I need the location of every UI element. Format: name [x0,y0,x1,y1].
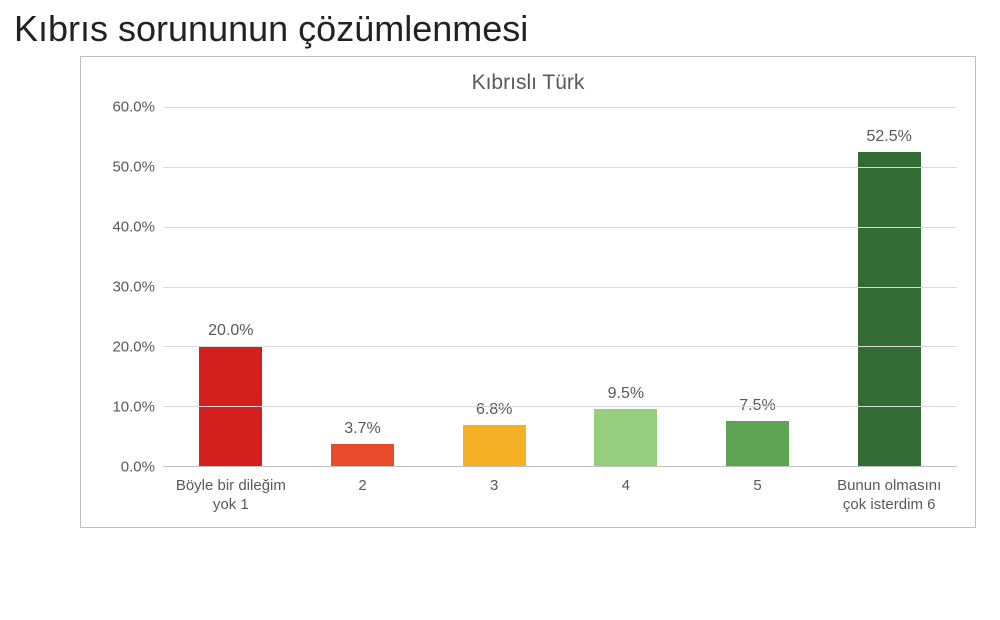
bar-value-label: 52.5% [819,128,959,146]
x-labels: Böyle bir dileğim yok 12345Bunun olmasın… [163,473,957,515]
plot-area: 20.0%3.7%6.8%9.5%7.5%52.5% [163,107,957,467]
x-axis-spacer [99,473,163,515]
gridline [163,167,957,168]
bar-value-label: 6.8% [424,401,564,419]
gridline [163,107,957,108]
y-tick: 0.0% [121,460,155,475]
chart-container: Kıbrıslı Türk 60.0%50.0%40.0%30.0%20.0%1… [80,56,976,528]
bar: 7.5% [726,421,789,466]
gridline [163,227,957,228]
y-tick: 40.0% [112,220,155,235]
y-tick: 60.0% [112,100,155,115]
x-category-label: 5 [692,473,824,515]
x-axis: Böyle bir dileğim yok 12345Bunun olmasın… [99,473,957,515]
y-tick: 10.0% [112,400,155,415]
bar-value-label: 3.7% [293,420,433,438]
bar-value-label: 20.0% [161,322,301,340]
gridline [163,287,957,288]
bar-value-label: 9.5% [556,385,696,403]
x-category-label: Böyle bir dileğim yok 1 [165,473,297,515]
plot-row: 60.0%50.0%40.0%30.0%20.0%10.0%0.0% 20.0%… [99,107,957,467]
gridline [163,406,957,407]
bar: 9.5% [594,409,657,466]
page-title: Kıbrıs sorununun çözümlenmesi [0,0,1000,56]
bar: 6.8% [463,425,526,466]
y-tick: 50.0% [112,160,155,175]
x-category-label: 2 [297,473,429,515]
y-axis: 60.0%50.0%40.0%30.0%20.0%10.0%0.0% [99,107,163,467]
y-tick: 20.0% [112,340,155,355]
x-category-label: Bunun olmasını çok isterdim 6 [823,473,955,515]
bar: 52.5% [858,152,921,466]
x-category-label: 3 [428,473,560,515]
gridline [163,346,957,347]
bar: 3.7% [331,444,394,466]
y-tick: 30.0% [112,280,155,295]
chart-title: Kıbrıslı Türk [99,71,957,95]
x-category-label: 4 [560,473,692,515]
